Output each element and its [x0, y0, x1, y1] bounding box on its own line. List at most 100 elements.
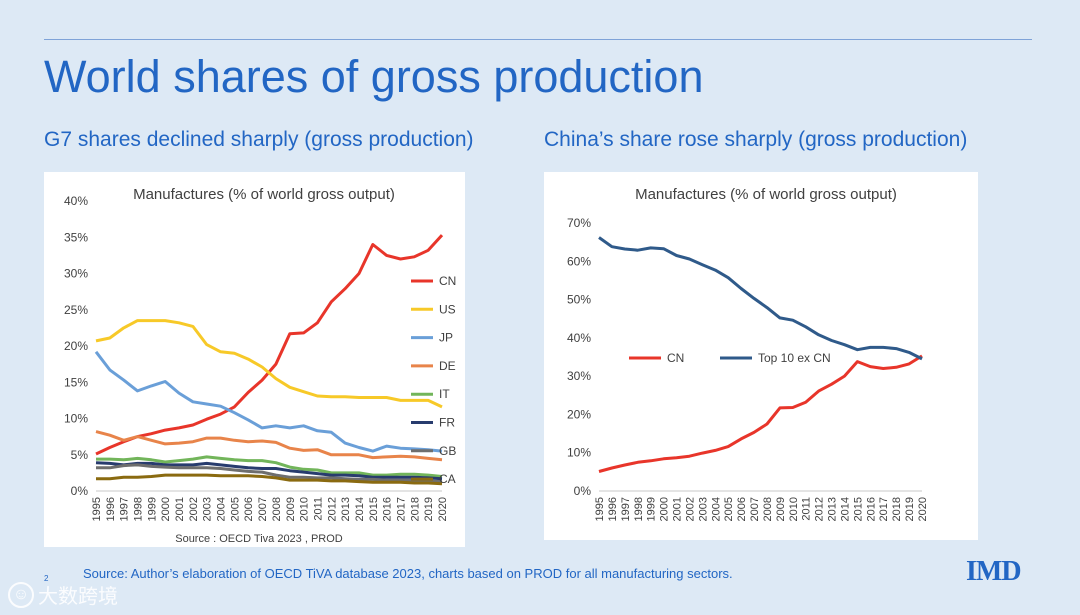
y-tick-label: 10%	[567, 446, 591, 460]
source-note: Source: Author’s elaboration of OECD TiV…	[83, 566, 733, 581]
x-tick-label: 1997	[119, 497, 131, 521]
x-tick-label: 2003	[697, 497, 709, 521]
series-line-it	[96, 455, 443, 478]
page-title: World shares of gross production	[44, 51, 704, 102]
y-tick-label: 5%	[71, 448, 89, 462]
legend-label: CA	[439, 472, 456, 486]
legend-label: CN	[667, 351, 684, 365]
china-vs-top10-chart: Manufactures (% of world gross output) 0%…	[567, 186, 929, 521]
x-tick-label: 2005	[229, 497, 241, 521]
x-tick-label: 1995	[91, 497, 103, 521]
x-tick-label: 2015	[852, 497, 864, 521]
watermark-icon: ☺	[8, 581, 34, 608]
left-chart-panel: Manufactures (% of world gross output) 0%…	[44, 172, 465, 547]
right-subtitle: China’s share rose sharply (gross produc…	[544, 128, 968, 151]
series-line-cn	[598, 354, 923, 473]
x-tick-label: 2001	[174, 497, 186, 521]
x-tick-label: 2009	[775, 497, 787, 521]
legend-label: CN	[439, 274, 456, 288]
left-subtitle: G7 shares declined sharply (gross produc…	[44, 128, 474, 151]
header-rule	[44, 39, 1032, 40]
x-tick-label: 2000	[659, 497, 671, 521]
x-tick-label: 1997	[620, 497, 632, 521]
y-tick-label: 15%	[64, 375, 88, 389]
y-tick-label: 0%	[71, 484, 89, 498]
x-tick-label: 1999	[646, 497, 658, 521]
x-tick-label: 2003	[202, 497, 214, 521]
legend-label: Top 10 ex CN	[758, 351, 831, 365]
chart-title: Manufactures (% of world gross output)	[635, 186, 897, 203]
legend-label: US	[439, 302, 456, 316]
x-tick-label: 2004	[216, 497, 228, 521]
y-tick-label: 70%	[567, 216, 591, 230]
x-tick-label: 2000	[160, 497, 172, 521]
x-tick-label: 2019	[904, 497, 916, 521]
x-tick-label: 2020	[437, 497, 449, 521]
x-tick-label: 2012	[326, 497, 338, 521]
series-line-us	[95, 319, 443, 409]
imd-logo: IMD	[966, 556, 1022, 587]
x-tick-label: 2016	[382, 497, 394, 521]
series-line-cn	[95, 234, 444, 456]
y-tick-label: 0%	[574, 484, 592, 498]
series-line-jp	[94, 350, 443, 453]
y-tick-label: 30%	[567, 369, 591, 383]
y-tick-label: 60%	[567, 254, 591, 268]
x-tick-label: 1995	[594, 497, 606, 521]
x-tick-label: 2002	[188, 497, 200, 521]
x-tick-label: 2016	[865, 497, 877, 521]
y-tick-label: 50%	[567, 293, 591, 307]
x-tick-label: 2008	[762, 497, 774, 521]
x-tick-label: 2013	[827, 497, 839, 521]
x-tick-label: 2007	[257, 497, 269, 521]
x-tick-label: 2012	[814, 497, 826, 521]
y-tick-label: 40%	[567, 331, 591, 345]
watermark: ☺ 大数跨境	[8, 580, 118, 609]
series-line-gb	[96, 463, 443, 484]
series-line-fr	[95, 461, 443, 481]
x-tick-label: 2001	[672, 497, 684, 521]
x-tick-label: 2015	[368, 497, 380, 521]
x-tick-label: 2017	[395, 497, 407, 521]
g7-shares-chart: Manufactures (% of world gross output) 0%…	[64, 186, 456, 545]
series-line-ca	[96, 473, 443, 486]
x-tick-label: 2019	[423, 497, 435, 521]
x-tick-label: 2014	[839, 497, 851, 521]
y-tick-label: 20%	[567, 407, 591, 421]
series-line-de	[95, 430, 443, 462]
x-tick-label: 2018	[891, 497, 903, 521]
chart-source: Source : OECD Tiva 2023 , PROD	[175, 533, 343, 545]
legend-label: DE	[439, 359, 456, 373]
x-tick-label: 2006	[736, 497, 748, 521]
x-tick-label: 2008	[271, 497, 283, 521]
x-tick-label: 2006	[243, 497, 255, 521]
legend-label: GB	[439, 444, 456, 458]
x-tick-label: 2002	[684, 497, 696, 521]
legend-label: IT	[439, 387, 450, 401]
y-tick-label: 10%	[64, 412, 88, 426]
watermark-text: 大数跨境	[38, 586, 118, 608]
x-tick-label: 2010	[299, 497, 311, 521]
chart-title: Manufactures (% of world gross output)	[133, 186, 395, 203]
y-tick-label: 35%	[64, 230, 88, 244]
y-tick-label: 40%	[64, 194, 88, 208]
x-tick-label: 1998	[133, 497, 145, 521]
x-tick-label: 2020	[917, 497, 929, 521]
x-tick-label: 2011	[312, 497, 324, 521]
page-number: 2	[44, 574, 49, 583]
x-tick-label: 2018	[409, 497, 421, 521]
y-tick-label: 20%	[64, 339, 88, 353]
x-tick-label: 2013	[340, 497, 352, 521]
x-tick-label: 2014	[354, 497, 366, 521]
x-tick-label: 2005	[723, 497, 735, 521]
right-chart-panel: Manufactures (% of world gross output) 0%…	[544, 172, 978, 540]
legend-label: JP	[439, 331, 453, 345]
y-tick-label: 30%	[64, 267, 88, 281]
x-tick-label: 1996	[105, 497, 117, 521]
x-tick-label: 1996	[607, 497, 619, 521]
x-tick-label: 2009	[285, 497, 297, 521]
series-line-top-10-ex-cn	[598, 236, 923, 361]
x-tick-label: 2017	[878, 497, 890, 521]
x-tick-label: 2004	[710, 497, 722, 521]
x-tick-label: 1999	[146, 497, 158, 521]
